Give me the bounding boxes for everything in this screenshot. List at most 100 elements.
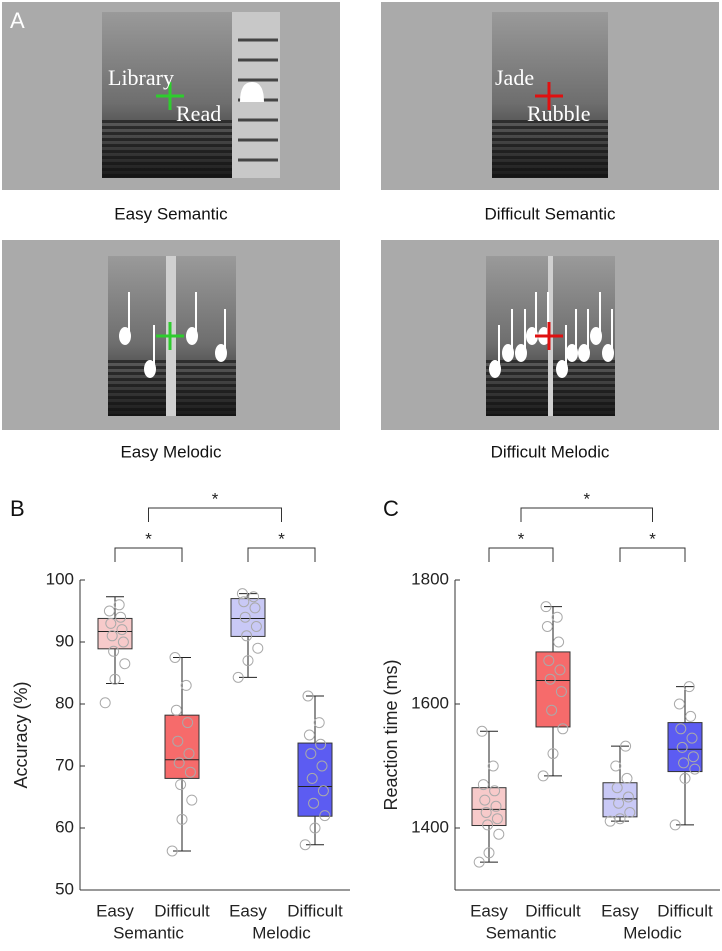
data-point bbox=[316, 760, 328, 772]
data-point bbox=[239, 611, 251, 623]
x-tick-label: Easy bbox=[601, 901, 639, 920]
x-tick-label: Difficult bbox=[657, 901, 713, 920]
data-point bbox=[232, 671, 244, 683]
data-point bbox=[555, 686, 567, 698]
data-point bbox=[173, 757, 185, 769]
data-point bbox=[487, 760, 499, 772]
data-point bbox=[489, 785, 501, 797]
data-point bbox=[678, 757, 690, 769]
data-point bbox=[186, 794, 198, 806]
panel-a: A Library Read Jade Rubble Easy Semantic… bbox=[2, 2, 719, 461]
y-tick-label: 1600 bbox=[411, 693, 449, 712]
fixation-crosses bbox=[156, 82, 563, 350]
data-point bbox=[675, 723, 687, 735]
group-label: Semantic bbox=[113, 923, 184, 942]
box bbox=[297, 742, 333, 817]
data-point bbox=[183, 748, 195, 760]
data-point bbox=[540, 601, 552, 613]
data-point bbox=[250, 621, 262, 632]
data-point bbox=[109, 673, 121, 685]
data-point bbox=[115, 611, 127, 623]
word: Library bbox=[108, 65, 174, 90]
x-tick-label: Difficult bbox=[287, 901, 343, 920]
significance: * bbox=[649, 529, 656, 548]
data-point bbox=[553, 636, 565, 648]
data-point bbox=[176, 813, 188, 825]
significance: * bbox=[278, 529, 285, 548]
bracket bbox=[488, 547, 554, 562]
data-point bbox=[299, 839, 311, 851]
box bbox=[535, 651, 571, 728]
y-axis-label: Accuracy (%) bbox=[11, 681, 31, 788]
y-tick-label: 90 bbox=[55, 631, 74, 650]
panel-label: B bbox=[10, 496, 25, 521]
caption: Difficult Melodic bbox=[491, 442, 610, 461]
data-point bbox=[309, 822, 321, 834]
data-point bbox=[679, 772, 691, 784]
data-point bbox=[480, 807, 492, 818]
bracket bbox=[148, 507, 282, 522]
data-point bbox=[303, 729, 315, 741]
data-point bbox=[305, 748, 317, 760]
data-point bbox=[483, 847, 495, 859]
data-point bbox=[302, 690, 314, 702]
box bbox=[471, 787, 507, 827]
data-point bbox=[180, 679, 192, 691]
y-tick-label: 50 bbox=[55, 879, 74, 898]
data-point bbox=[610, 760, 622, 772]
data-point bbox=[306, 772, 318, 784]
data-point bbox=[252, 642, 264, 654]
y-tick-label: 100 bbox=[46, 569, 74, 588]
data-point bbox=[546, 704, 558, 716]
group-label: Melodic bbox=[623, 923, 682, 942]
significance: * bbox=[212, 489, 219, 508]
data-point bbox=[236, 588, 248, 600]
data-point bbox=[624, 807, 636, 818]
data-point bbox=[686, 732, 698, 744]
bracket bbox=[619, 547, 686, 562]
data-point bbox=[103, 605, 115, 617]
y-tick-label: 60 bbox=[55, 817, 74, 836]
x-tick-label: Easy bbox=[96, 901, 134, 920]
data-point bbox=[476, 725, 488, 737]
bracket bbox=[114, 547, 183, 562]
word: Jade bbox=[495, 65, 534, 90]
x-tick-label: Easy bbox=[229, 901, 267, 920]
data-point bbox=[119, 658, 131, 670]
data-point bbox=[687, 751, 699, 763]
data-point bbox=[477, 779, 489, 791]
data-point bbox=[473, 856, 485, 868]
group-label: Semantic bbox=[486, 923, 557, 942]
data-point bbox=[99, 697, 111, 709]
data-point bbox=[117, 636, 129, 648]
data-point bbox=[537, 770, 549, 782]
data-point bbox=[105, 617, 117, 629]
data-point bbox=[543, 655, 555, 667]
data-point bbox=[614, 813, 626, 825]
x-tick-label: Easy bbox=[470, 901, 508, 920]
data-point bbox=[493, 828, 505, 840]
data-point bbox=[676, 741, 688, 753]
data-point bbox=[241, 630, 253, 642]
data-point bbox=[170, 704, 182, 716]
data-point bbox=[317, 785, 329, 797]
significance: * bbox=[583, 489, 590, 508]
word: Read bbox=[176, 101, 221, 126]
data-point bbox=[683, 681, 695, 693]
panel-label: C bbox=[383, 496, 399, 521]
data-point bbox=[248, 591, 260, 603]
data-point bbox=[238, 596, 250, 608]
y-tick-label: 80 bbox=[55, 693, 74, 712]
y-tick-label: 1400 bbox=[411, 817, 449, 836]
data-point bbox=[166, 845, 178, 857]
data-point bbox=[479, 794, 491, 806]
data-point bbox=[116, 624, 128, 636]
significance: * bbox=[518, 529, 525, 548]
data-point bbox=[544, 673, 556, 685]
data-point bbox=[113, 599, 125, 611]
box bbox=[97, 617, 133, 650]
data-point bbox=[613, 797, 625, 809]
y-axis-label: Reaction time (ms) bbox=[381, 659, 401, 810]
caption: Difficult Semantic bbox=[484, 204, 616, 223]
panel-label: A bbox=[10, 8, 25, 33]
